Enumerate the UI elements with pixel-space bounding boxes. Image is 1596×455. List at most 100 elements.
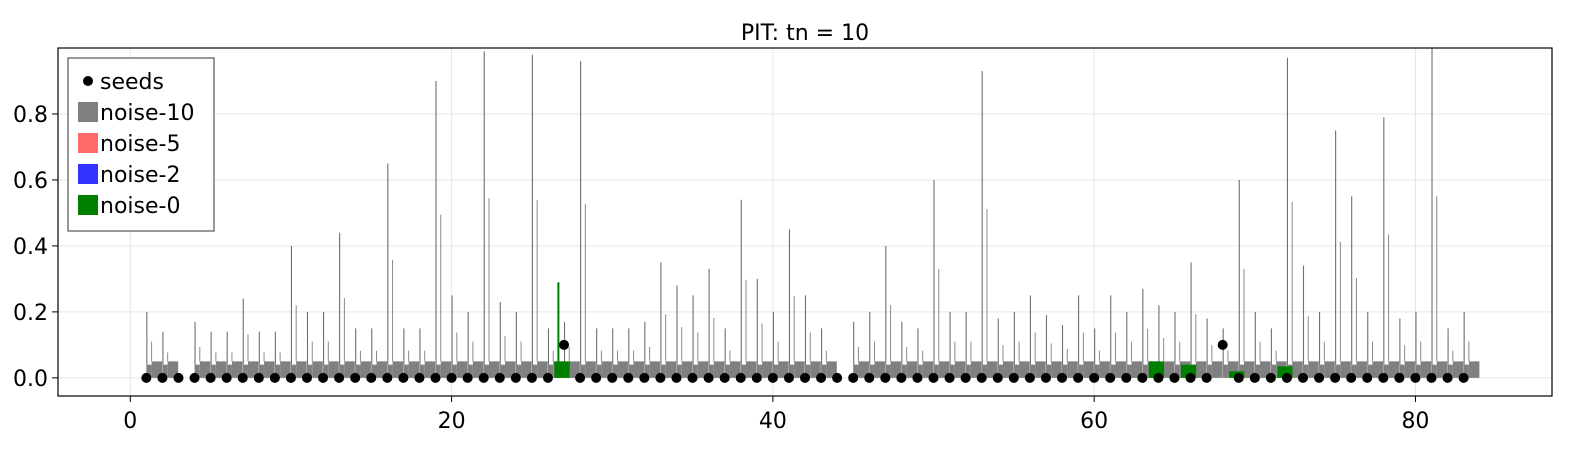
noise-10-bar [521, 361, 532, 378]
seed-point [269, 372, 280, 383]
seed-point [1265, 372, 1276, 383]
seed-point [1442, 372, 1453, 383]
noise-10-bar [1227, 361, 1239, 378]
noise-10-bar [778, 361, 789, 378]
seed-point [1233, 372, 1244, 383]
noise-10-bar [1243, 361, 1255, 378]
noise-10-bar [1013, 364, 1020, 378]
noise-10-bar [580, 364, 586, 378]
noise-10-bar [1367, 364, 1373, 378]
noise-10-bar [1308, 361, 1319, 378]
noise-10-bar [323, 364, 329, 378]
seed-point [1169, 372, 1180, 383]
legend-label: noise-2 [100, 163, 180, 188]
seed-point [751, 372, 762, 383]
noise-10-bar [146, 364, 152, 378]
noise-10-bar [1142, 364, 1148, 378]
noise-10-bar [162, 364, 168, 378]
noise-10-bar [1254, 364, 1261, 378]
seed-point [334, 372, 345, 383]
noise-10-bar [456, 361, 468, 378]
noise-10-bar [569, 361, 580, 378]
seed-point [687, 372, 698, 383]
noise-10-bar [1110, 364, 1116, 378]
seed-point [414, 372, 425, 383]
seed-point [1121, 372, 1132, 383]
noise-10-bar [264, 361, 275, 378]
seed-point [671, 372, 682, 383]
seed-point [1057, 372, 1068, 383]
y-tick-label: 0.4 [13, 235, 48, 260]
noise-10-bar [280, 361, 291, 378]
seed-point [1426, 372, 1437, 383]
x-tick-label: 40 [759, 409, 787, 434]
seed-point [1249, 372, 1260, 383]
noise-10-bar [199, 361, 211, 378]
seed-point [285, 372, 296, 383]
noise-10-bar [1174, 364, 1180, 378]
noise-10-bar [387, 364, 393, 378]
legend-marker-seeds [83, 76, 93, 86]
seed-point [800, 372, 810, 383]
seed-point [1024, 372, 1035, 383]
noise-10-bar [917, 364, 923, 378]
noise-10-bar [419, 364, 425, 378]
noise-10-bar [1131, 361, 1143, 378]
noise-10-bar [547, 364, 554, 378]
seed-point [1217, 339, 1228, 350]
noise-10-bar [499, 364, 506, 378]
noise-10-bar [1292, 361, 1303, 378]
seed-point [1410, 372, 1421, 383]
noise-10-bar [403, 364, 409, 378]
seed-point [253, 372, 264, 383]
noise-10-bar [1094, 364, 1100, 378]
noise-10-bar [1340, 361, 1351, 378]
noise-10-bar [296, 361, 307, 378]
noise-10-bar [1083, 361, 1094, 378]
seed-point [559, 339, 570, 350]
seed-point [1185, 372, 1196, 383]
noise-10-bar [805, 364, 811, 378]
seed-point [1153, 372, 1164, 383]
seed-point [1346, 372, 1357, 383]
seed-point [382, 372, 393, 383]
noise-10-bar [483, 364, 489, 378]
noise-10-bar [440, 361, 452, 378]
noise-10-bar [531, 364, 538, 378]
noise-10-bar [258, 364, 265, 378]
chart-title: PIT: tn = 10 [741, 21, 869, 46]
seed-point [783, 372, 794, 383]
y-tick-label: 0.8 [13, 103, 48, 128]
noise-10-bar [901, 364, 907, 378]
noise-10-bar [1222, 364, 1228, 378]
noise-10-bar [376, 361, 388, 378]
seed-point [1201, 372, 1212, 383]
seed-point [478, 372, 489, 383]
noise-10-bar [821, 364, 827, 378]
noise-10-bar [772, 364, 779, 378]
noise-10-bar [355, 364, 361, 378]
noise-10-bar [1003, 361, 1014, 378]
noise-10-bar [1324, 361, 1335, 378]
noise-10-bar [1415, 364, 1421, 378]
seed-point [221, 372, 232, 383]
noise-10-bar [681, 361, 693, 378]
seed-point [575, 372, 586, 383]
noise-10-bar [1356, 361, 1367, 378]
seed-point [318, 372, 329, 383]
seed-point [1378, 372, 1389, 383]
noise-10-bar [938, 361, 950, 378]
seed-point [639, 372, 650, 383]
noise-10-bar [339, 364, 345, 378]
noise-10-bar [1431, 364, 1437, 378]
seed-point [1008, 372, 1019, 383]
noise-10-bar [344, 361, 355, 378]
seed-point [542, 372, 553, 383]
noise-10-bar [435, 364, 441, 378]
noise-10-bar [1319, 364, 1325, 378]
seed-point [623, 372, 634, 383]
noise-10-bar [713, 361, 725, 378]
noise-0-bar [1277, 366, 1293, 378]
x-tick-label: 60 [1080, 409, 1108, 434]
